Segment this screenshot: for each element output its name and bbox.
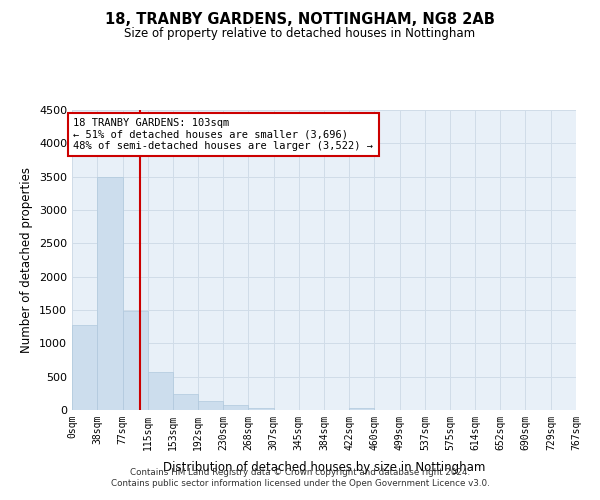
Bar (122, 312, 148, 410)
Bar (97, 176, 122, 410)
Bar (72, 324, 97, 410)
Bar (349, 408, 374, 410)
Text: Size of property relative to detached houses in Nottingham: Size of property relative to detached ho… (124, 28, 476, 40)
Text: 18, TRANBY GARDENS, NOTTINGHAM, NG8 2AB: 18, TRANBY GARDENS, NOTTINGHAM, NG8 2AB (105, 12, 495, 28)
Bar (198, 402, 223, 410)
Bar (223, 405, 248, 410)
Bar (173, 394, 198, 410)
Bar (148, 372, 173, 410)
Bar (248, 408, 274, 410)
X-axis label: Distribution of detached houses by size in Nottingham: Distribution of detached houses by size … (163, 461, 485, 474)
Y-axis label: Number of detached properties: Number of detached properties (20, 167, 34, 353)
Text: 18 TRANBY GARDENS: 103sqm
← 51% of detached houses are smaller (3,696)
48% of se: 18 TRANBY GARDENS: 103sqm ← 51% of detac… (73, 118, 373, 151)
Text: Contains HM Land Registry data © Crown copyright and database right 2024.
Contai: Contains HM Land Registry data © Crown c… (110, 468, 490, 487)
